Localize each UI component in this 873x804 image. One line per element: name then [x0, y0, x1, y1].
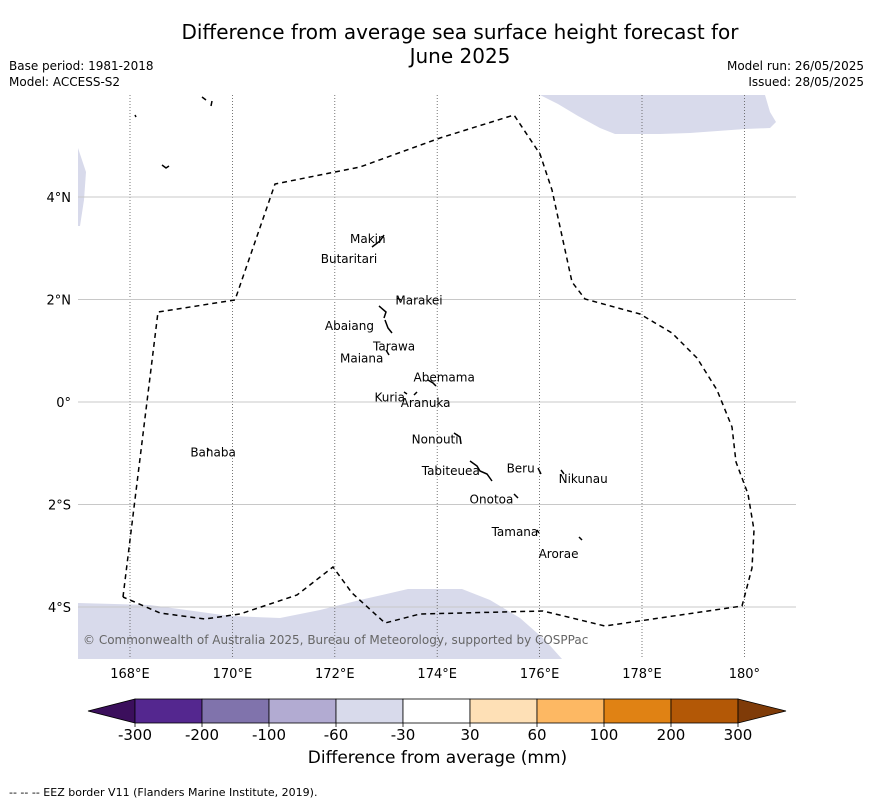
anomaly-shade-north-east [540, 95, 776, 134]
island-label-tarawa: Tarawa [372, 339, 415, 353]
colorbar-bin [335, 698, 404, 724]
longitude-tick-labels: 168°E 170°E 172°E 174°E 176°E 178°E 180° [110, 667, 760, 682]
outline-north-islet-3 [161, 164, 170, 169]
colorbar-bin [603, 698, 672, 724]
colorbar-extend-low [87, 698, 136, 724]
map-area: Makin Butaritari Marakei Abaiang TarawaMaian… [78, 95, 796, 659]
outline-nonouti [453, 432, 462, 445]
colorbar-bin [268, 698, 337, 724]
lon-tick-label: 174°E [417, 667, 457, 682]
anomaly-shade-west [78, 148, 86, 226]
latitude-tick-labels: 4°N 2°N 0° 2°S 4°S [47, 191, 72, 616]
colorbar-tick-label: 300 [724, 726, 753, 744]
outline-tamana [536, 529, 540, 534]
outline-kuria-aranuka [403, 391, 418, 396]
island-label-beru: Beru [507, 462, 535, 476]
lat-tick-label: 2°S [48, 499, 71, 514]
colorbar-tick-label: -30 [391, 726, 416, 744]
colorbar-tick-label: 60 [527, 726, 546, 744]
island-label-kuria: Kuria [374, 391, 405, 405]
colorbar-bin [536, 698, 605, 724]
lon-tick-label: 168°E [110, 667, 150, 682]
colorbar: -300 -200 -100 -60 -30 30 60 100 200 300 [87, 698, 787, 744]
colorbar-bin [134, 698, 203, 724]
outline-nikunau [560, 469, 565, 475]
island-labels: Makin Butaritari Marakei Abaiang TarawaMaian… [190, 232, 607, 561]
outline-tabiteuea [469, 460, 493, 482]
latitude-gridlines [78, 196, 796, 608]
colorbar-bin [670, 698, 739, 724]
lon-tick-label: 172°E [315, 667, 355, 682]
outline-makin-butaritari [371, 234, 385, 248]
island-label-arorae: Arorae [539, 547, 579, 561]
colorbar-tick-label: 30 [460, 726, 479, 744]
outline-north-islet-1 [201, 96, 213, 107]
outline-abaiang [378, 305, 387, 319]
outline-tarawa [384, 319, 393, 334]
lat-tick-label: 4°N [47, 191, 72, 206]
island-label-abemama: Abemama [414, 371, 475, 385]
longitude-gridlines [129, 95, 745, 659]
map-title-line2: June 2025 [409, 44, 511, 68]
island-label-marakei: Marakei [395, 294, 442, 308]
lat-tick-label: 2°N [47, 294, 72, 309]
island-label-nonouti: Nonouti [412, 432, 459, 446]
outline-banaba [206, 447, 210, 451]
copyright-text: © Commonwealth of Australia 2025, Bureau… [83, 633, 588, 647]
map-title: Difference from average sea surface heig… [150, 20, 770, 68]
colorbar-bin [201, 698, 270, 724]
outline-abemama [427, 379, 437, 387]
island-outlines [134, 96, 583, 541]
eez-border [122, 114, 755, 627]
meta-right: Model run: 26/05/2025 Issued: 28/05/2025 [727, 58, 864, 90]
map-title-line1: Difference from average sea surface heig… [181, 20, 739, 44]
island-label-aranuka: Aranuka [401, 396, 451, 410]
base-period-text: Base period: 1981-2018 [9, 59, 154, 73]
lon-tick-label: 176°E [520, 667, 560, 682]
island-label-makin: Makin [350, 232, 386, 246]
outline-maiana [385, 349, 390, 356]
colorbar-tick-label: -200 [185, 726, 219, 744]
island-label-tabiteuea: Tabiteuea [421, 464, 480, 478]
lon-tick-label: 180° [729, 667, 760, 682]
anomaly-shade-south [78, 589, 562, 659]
model-text: Model: ACCESS-S2 [9, 75, 121, 89]
outline-marakei [396, 297, 402, 301]
outline-beru [537, 467, 542, 475]
colorbar-bin [402, 698, 471, 724]
colorbar-bin [469, 698, 538, 724]
colorbar-tick-label: -60 [324, 726, 349, 744]
island-label-butaritari: Butaritari [321, 252, 378, 266]
issued-text: Issued: 28/05/2025 [748, 75, 864, 89]
colorbar-extend-high [737, 698, 787, 724]
lat-tick-label: 4°S [48, 601, 71, 616]
island-label-abaiang: Abaiang [325, 319, 374, 333]
eez-footnote: -- -- -- EEZ border V11 (Flanders Marine… [9, 786, 318, 799]
colorbar-tick-label: 200 [657, 726, 686, 744]
lon-tick-label: 170°E [213, 667, 253, 682]
outline-arorae [578, 536, 583, 541]
colorbar-label: Difference from average (mm) [307, 748, 568, 768]
meta-left: Base period: 1981-2018 Model: ACCESS-S2 [9, 58, 154, 90]
colorbar-tick-label: -300 [118, 726, 152, 744]
lon-tick-label: 178°E [622, 667, 662, 682]
island-label-tamana: Tamana [491, 525, 539, 539]
model-run-text: Model run: 26/05/2025 [726, 59, 864, 73]
island-label-banaba: Banaba [190, 446, 236, 460]
island-label-maiana: Maiana [340, 351, 383, 365]
colorbar-tick-label: -100 [252, 726, 286, 744]
island-label-nikunau: Nikunau [559, 472, 608, 486]
colorbar-tick-label: 100 [590, 726, 619, 744]
outline-north-islet-2 [134, 114, 137, 118]
outline-onotoa [513, 493, 519, 499]
lat-tick-label: 0° [56, 396, 71, 411]
island-label-onotoa: Onotoa [470, 492, 514, 506]
